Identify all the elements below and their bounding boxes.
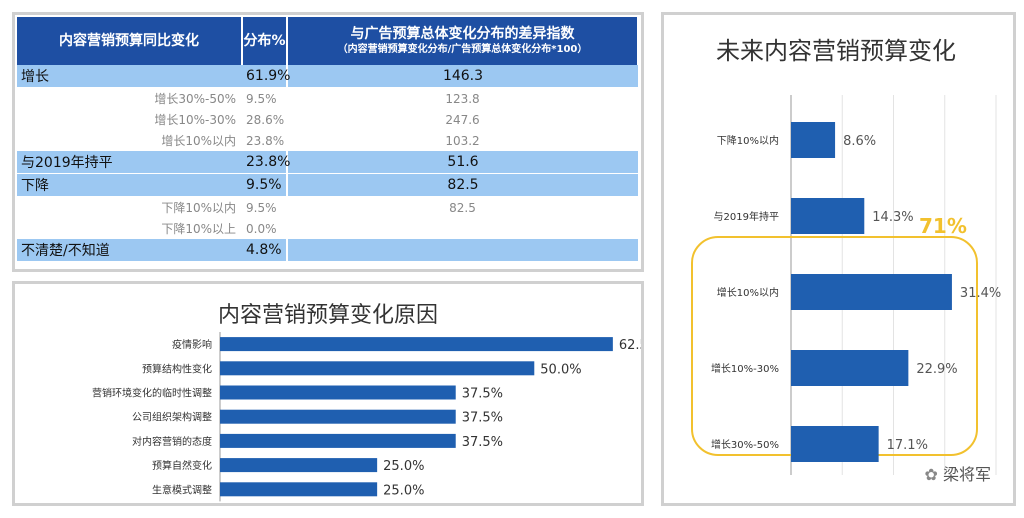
bar	[791, 198, 865, 234]
row-separator	[17, 87, 638, 88]
watermark: ✿ 梁将军	[924, 461, 991, 485]
table-row: 下降 9.5% 82.5	[17, 174, 638, 196]
row-index: 82.5	[287, 174, 638, 196]
row-label: 增长10%-30%	[154, 113, 236, 127]
row-separator	[17, 261, 638, 262]
bar	[220, 458, 378, 473]
table-row: 增长30%-50% 9.5% 123.8	[17, 88, 638, 109]
table-body: 增长 61.9% 146.3 增长30%-50% 9.5% 123.8 增长10%-30% 2…	[17, 65, 638, 262]
header-index-title: 与广告预算总体变化分布的差异指数	[350, 26, 575, 42]
row-index: 146.3	[287, 65, 638, 87]
category-label: 对内容营销的态度	[132, 435, 212, 448]
row-pct: 4.8%	[242, 239, 288, 261]
distribution-table-panel: 内容营销预算同比变化 分布% 与广告预算总体变化分布的差异指数 （内容营销预算变…	[12, 12, 644, 272]
row-index: 51.6	[287, 151, 638, 173]
value-label: 50.0%	[540, 362, 581, 377]
table-header-row: 内容营销预算同比变化 分布% 与广告预算总体变化分布的差异指数 （内容营销预算变…	[17, 17, 639, 65]
table-row: 下降10%以内 9.5% 82.5	[17, 197, 638, 218]
future-chart: 未来内容营销预算变化 71% 下降10%以内 8.6% 与2019年持平 14.3% 增长1…	[691, 37, 1001, 475]
category-label: 疫情影响	[172, 338, 212, 351]
row-label: 增长	[17, 65, 242, 87]
wechat-icon: ✿	[924, 465, 938, 484]
row-label: 下降	[17, 174, 242, 196]
highlight-label: 71%	[919, 214, 967, 238]
bar	[220, 337, 613, 352]
category-label: 生意模式调整	[152, 483, 212, 496]
row-separator	[17, 196, 638, 197]
value-label: 37.5%	[462, 387, 503, 402]
category-label: 与2019年持平	[714, 210, 779, 223]
value-label: 25.0%	[383, 483, 424, 498]
row-pct: 23.8%	[242, 151, 290, 173]
bar	[791, 274, 952, 310]
row-pct: 61.9%	[242, 65, 290, 87]
category-label: 预算自然变化	[152, 459, 212, 472]
value-label: 17.1%	[887, 438, 928, 453]
category-label: 营销环境变化的临时性调整	[92, 387, 212, 400]
value-label: 14.3%	[872, 210, 913, 225]
category-label: 增长10%以内	[717, 286, 779, 299]
chart-title: 未来内容营销预算变化	[716, 37, 956, 65]
distribution-table: 内容营销预算同比变化 分布% 与广告预算总体变化分布的差异指数 （内容营销预算变…	[17, 17, 639, 262]
value-label: 25.0%	[383, 459, 424, 474]
header-index-subtitle: （内容营销预算变化分布/广告预算总体变化分布*100）	[337, 44, 588, 55]
table-row: 不清楚/不知道 4.8%	[17, 239, 638, 261]
row-label: 下降10%以内	[161, 201, 236, 215]
row-separator	[17, 173, 638, 174]
table-row: 下降10%以上 0.0%	[17, 218, 638, 239]
table-row: 增长 61.9% 146.3	[17, 65, 638, 87]
table-row: 增长10%以内 23.8% 103.2	[17, 130, 638, 151]
bar	[220, 361, 535, 376]
row-index	[287, 218, 638, 239]
value-label: 62.5%	[619, 338, 641, 353]
row-index: 123.8	[445, 91, 480, 106]
category-label: 增长30%-50%	[711, 438, 779, 451]
row-pct: 9.5%	[246, 91, 277, 106]
row-label: 不清楚/不知道	[17, 239, 242, 261]
highlight-box	[691, 236, 978, 456]
row-pct: 0.0%	[246, 221, 277, 236]
header-index: 与广告预算总体变化分布的差异指数 （内容营销预算变化分布/广告预算总体变化分布*…	[287, 17, 639, 65]
row-pct: 23.8%	[246, 133, 285, 148]
value-label: 8.6%	[843, 134, 876, 149]
chart-title: 内容营销预算变化原因	[218, 303, 438, 328]
bar	[791, 426, 879, 462]
row-index: 82.5	[449, 200, 476, 215]
category-label: 下降10%以内	[717, 134, 779, 147]
value-label: 31.4%	[960, 286, 1001, 301]
header-pct: 分布%	[242, 17, 288, 65]
bar	[220, 433, 456, 448]
category-label: 增长10%-30%	[711, 362, 779, 375]
row-label: 增长30%-50%	[154, 92, 236, 106]
bar	[220, 482, 378, 497]
value-label: 37.5%	[462, 411, 503, 426]
bar	[791, 122, 836, 158]
future-chart-panel: 未来内容营销预算变化 71% 下降10%以内 8.6% 与2019年持平 14.3% 增长1…	[661, 12, 1016, 506]
row-index	[287, 239, 638, 261]
row-label: 与2019年持平	[17, 151, 242, 173]
row-pct: 9.5%	[242, 174, 288, 196]
bar	[791, 350, 909, 386]
table-row: 与2019年持平 23.8% 51.6	[17, 151, 638, 173]
row-pct: 9.5%	[246, 200, 277, 215]
category-label: 预算结构性变化	[142, 362, 212, 375]
bar	[220, 409, 456, 424]
table-row: 增长10%-30% 28.6% 247.6	[17, 109, 638, 130]
value-label: 37.5%	[462, 435, 503, 450]
category-label: 公司组织架构调整	[132, 411, 212, 424]
row-index: 247.6	[445, 112, 480, 127]
row-index: 103.2	[445, 133, 480, 148]
row-label: 增长10%以内	[161, 134, 236, 148]
row-label: 下降10%以上	[161, 222, 236, 236]
value-label: 22.9%	[916, 362, 957, 377]
watermark-text: 梁将军	[942, 465, 991, 484]
bar	[220, 385, 456, 400]
header-change: 内容营销预算同比变化	[17, 17, 243, 65]
row-pct: 28.6%	[246, 112, 285, 127]
